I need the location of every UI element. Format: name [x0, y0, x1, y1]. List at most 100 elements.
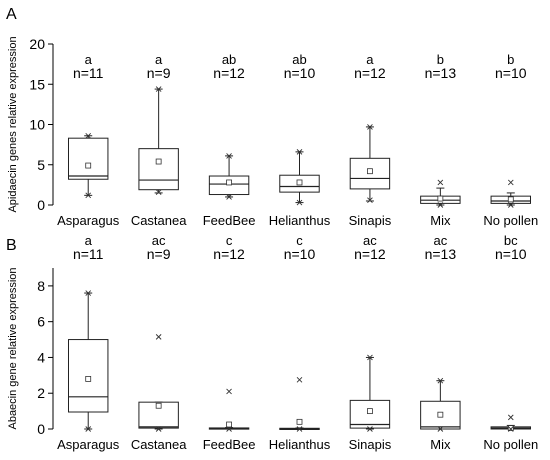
extreme-marker	[437, 202, 444, 208]
extreme-marker	[226, 194, 232, 200]
extreme-marker-stroke	[85, 192, 92, 199]
box-iqr	[420, 400, 461, 430]
extreme-marker	[507, 202, 514, 208]
extreme-marker-stroke	[507, 426, 514, 432]
mean-marker	[296, 179, 303, 186]
mean-marker	[85, 162, 92, 169]
mean-marker	[85, 376, 92, 382]
sample-size-label: n=11	[73, 246, 104, 262]
box-no-pollen	[490, 179, 532, 208]
significance-letter: bc	[504, 233, 518, 248]
mean-marker	[296, 418, 303, 425]
box-iqr	[349, 399, 391, 429]
extreme-marker-stroke	[507, 414, 514, 421]
x-tick-label: Mix	[430, 213, 451, 228]
box-no-pollen	[490, 414, 532, 432]
x-tick-label: No pollen	[483, 213, 538, 228]
y-tick-label: 8	[37, 278, 45, 294]
extreme-marker	[296, 426, 303, 432]
extreme-marker	[155, 426, 162, 432]
sample-size-label: n=9	[147, 246, 171, 262]
extreme-marker	[155, 334, 162, 340]
box-asparagus	[67, 290, 109, 432]
extreme-marker-stroke	[507, 202, 514, 208]
y-tick-label: 0	[37, 421, 45, 437]
extreme-marker-stroke	[155, 334, 162, 340]
extreme-marker	[155, 189, 162, 195]
sample-size-label: n=12	[213, 65, 245, 81]
significance-letter: ab	[292, 52, 306, 67]
x-tick-label: FeedBee	[203, 213, 256, 228]
extreme-marker	[85, 132, 92, 139]
significance-letter: b	[507, 52, 514, 67]
extreme-marker-stroke	[226, 153, 232, 159]
extreme-marker-stroke	[437, 202, 444, 208]
extreme-marker-stroke	[226, 388, 232, 395]
x-tick-label: Mix	[430, 437, 451, 452]
sample-size-label: n=10	[495, 65, 527, 81]
extreme-marker	[226, 153, 232, 159]
box-feedbee	[208, 388, 250, 432]
x-tick-label: Castanea	[131, 437, 187, 452]
panel-label-a: A	[6, 6, 17, 23]
y-tick-label: 15	[29, 76, 45, 92]
extreme-marker-stroke	[367, 197, 373, 203]
mean-marker	[155, 158, 162, 165]
extreme-marker-stroke	[437, 426, 444, 432]
extreme-marker-stroke	[296, 149, 303, 155]
extreme-marker-stroke	[507, 179, 514, 186]
box-mix	[420, 179, 461, 208]
extreme-marker	[367, 124, 373, 130]
x-tick-label: Asparagus	[57, 437, 120, 452]
box-castanea	[138, 334, 179, 432]
x-tick-label: Sinapis	[349, 213, 392, 228]
x-tick-label: Castanea	[131, 213, 187, 228]
x-tick-label: Asparagus	[57, 213, 120, 228]
sample-size-label: n=13	[425, 246, 457, 262]
x-tick-label: Helianthus	[269, 213, 331, 228]
significance-letter: a	[366, 52, 374, 67]
extreme-marker-stroke	[437, 179, 444, 186]
sample-size-label: n=9	[147, 65, 171, 81]
extreme-marker-stroke	[85, 426, 92, 432]
extreme-marker	[437, 426, 444, 432]
box-helianthus	[279, 376, 320, 432]
box-sinapis	[349, 124, 391, 203]
mean-marker	[507, 425, 514, 432]
significance-letter: c	[226, 233, 233, 248]
panel-b: 0 2 4 6 8 Abaecin gene relative expression Asp…	[7, 233, 538, 452]
significance-letter: ac	[433, 233, 447, 248]
y-tick-label: 6	[37, 314, 45, 330]
sample-size-label: n=10	[495, 246, 527, 262]
box-iqr	[138, 148, 179, 191]
box-feedbee	[208, 153, 250, 200]
extreme-marker-stroke	[226, 194, 232, 200]
extreme-marker	[437, 179, 444, 186]
x-tick-label: FeedBee	[203, 437, 256, 452]
box-asparagus	[67, 132, 109, 199]
y-axis-title: Apidaecin genes relative expression	[7, 36, 19, 212]
extreme-marker	[437, 377, 444, 384]
y-tick-label: 4	[37, 349, 45, 365]
extreme-marker	[226, 426, 232, 432]
y-tick-label: 20	[29, 36, 45, 52]
significance-letter: c	[296, 233, 303, 248]
extreme-marker-stroke	[296, 426, 303, 432]
extreme-marker-stroke	[367, 124, 373, 130]
mean-marker	[367, 408, 373, 415]
y-tick-label: 10	[29, 117, 45, 133]
extreme-marker-stroke	[155, 86, 162, 92]
x-tick-label: No pollen	[483, 437, 538, 452]
extreme-marker	[85, 192, 92, 199]
x-tick-label: Sinapis	[349, 437, 392, 452]
panel-a: 0 5 10 15 20 Apidaecin genes relative express…	[7, 36, 538, 228]
sample-size-label: n=12	[213, 246, 245, 262]
extreme-marker	[507, 179, 514, 186]
sample-size-label: n=10	[284, 65, 316, 81]
box-iqr	[67, 137, 109, 180]
y-tick-label: 5	[37, 157, 45, 173]
box-mix	[420, 377, 461, 432]
extreme-marker	[507, 414, 514, 421]
extreme-marker	[296, 376, 303, 383]
